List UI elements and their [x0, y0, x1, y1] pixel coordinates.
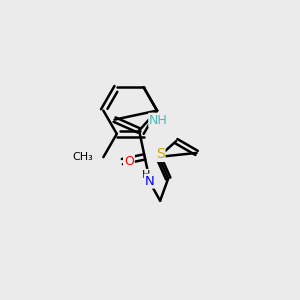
Text: S: S — [156, 147, 164, 161]
Text: NH: NH — [149, 114, 168, 127]
Text: O: O — [124, 155, 134, 168]
Text: N: N — [145, 175, 154, 188]
Text: H: H — [142, 170, 150, 180]
Text: CH₃: CH₃ — [72, 152, 93, 162]
